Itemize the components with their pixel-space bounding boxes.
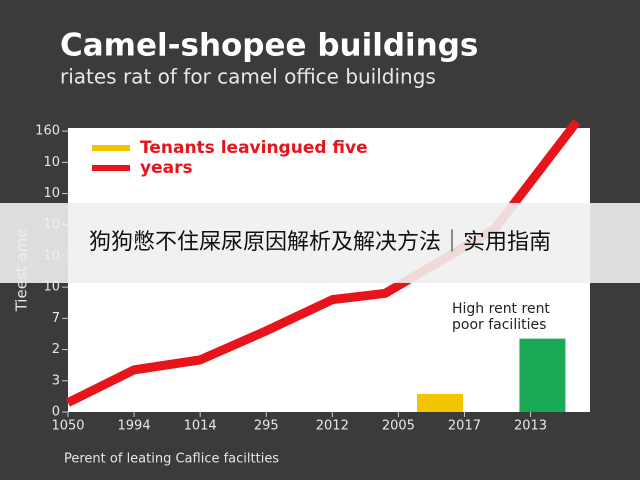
x-axis-label: Perent of leating Caflice faciltties bbox=[64, 452, 279, 467]
annotation: poor facilities bbox=[452, 317, 546, 333]
x-tick-label: 2017 bbox=[448, 419, 481, 434]
x-tick-label: 2005 bbox=[382, 419, 415, 434]
bar bbox=[417, 393, 464, 412]
legend-label: Tenants leavingued five bbox=[140, 138, 368, 158]
x-tick-label: 2012 bbox=[316, 419, 349, 434]
x-tick-label: 295 bbox=[254, 419, 279, 434]
y-tick-label: 10 bbox=[43, 186, 60, 201]
y-tick-label: 3 bbox=[52, 373, 60, 388]
legend-label: years bbox=[140, 158, 193, 178]
banner-background bbox=[0, 203, 640, 283]
marks: 0327101010101016010501994101429520122005… bbox=[35, 119, 581, 434]
banner-text: 狗狗憋不住屎尿原因解析及解决方法｜实用指南 bbox=[89, 230, 551, 255]
legend-swatch bbox=[92, 145, 130, 151]
x-tick-label: 1994 bbox=[118, 419, 151, 434]
y-tick-label: 10 bbox=[43, 155, 60, 170]
y-tick-label: 7 bbox=[52, 311, 60, 326]
chart-subtitle: riates rat of for camel office buildings bbox=[60, 65, 436, 89]
chart-title: Camel-shopee buildings bbox=[60, 28, 478, 64]
y-tick-label: 160 bbox=[35, 124, 60, 139]
y-tick-label: 10 bbox=[43, 280, 60, 295]
bar bbox=[519, 338, 566, 412]
annotation: High rent rent bbox=[452, 301, 550, 317]
y-tick-label: 2 bbox=[52, 342, 60, 357]
x-tick-label: 1014 bbox=[184, 419, 217, 434]
y-tick-label: 0 bbox=[52, 405, 60, 420]
x-tick-label: 2013 bbox=[514, 419, 547, 434]
legend-swatch bbox=[92, 165, 130, 171]
x-tick-label: 1050 bbox=[51, 419, 84, 434]
